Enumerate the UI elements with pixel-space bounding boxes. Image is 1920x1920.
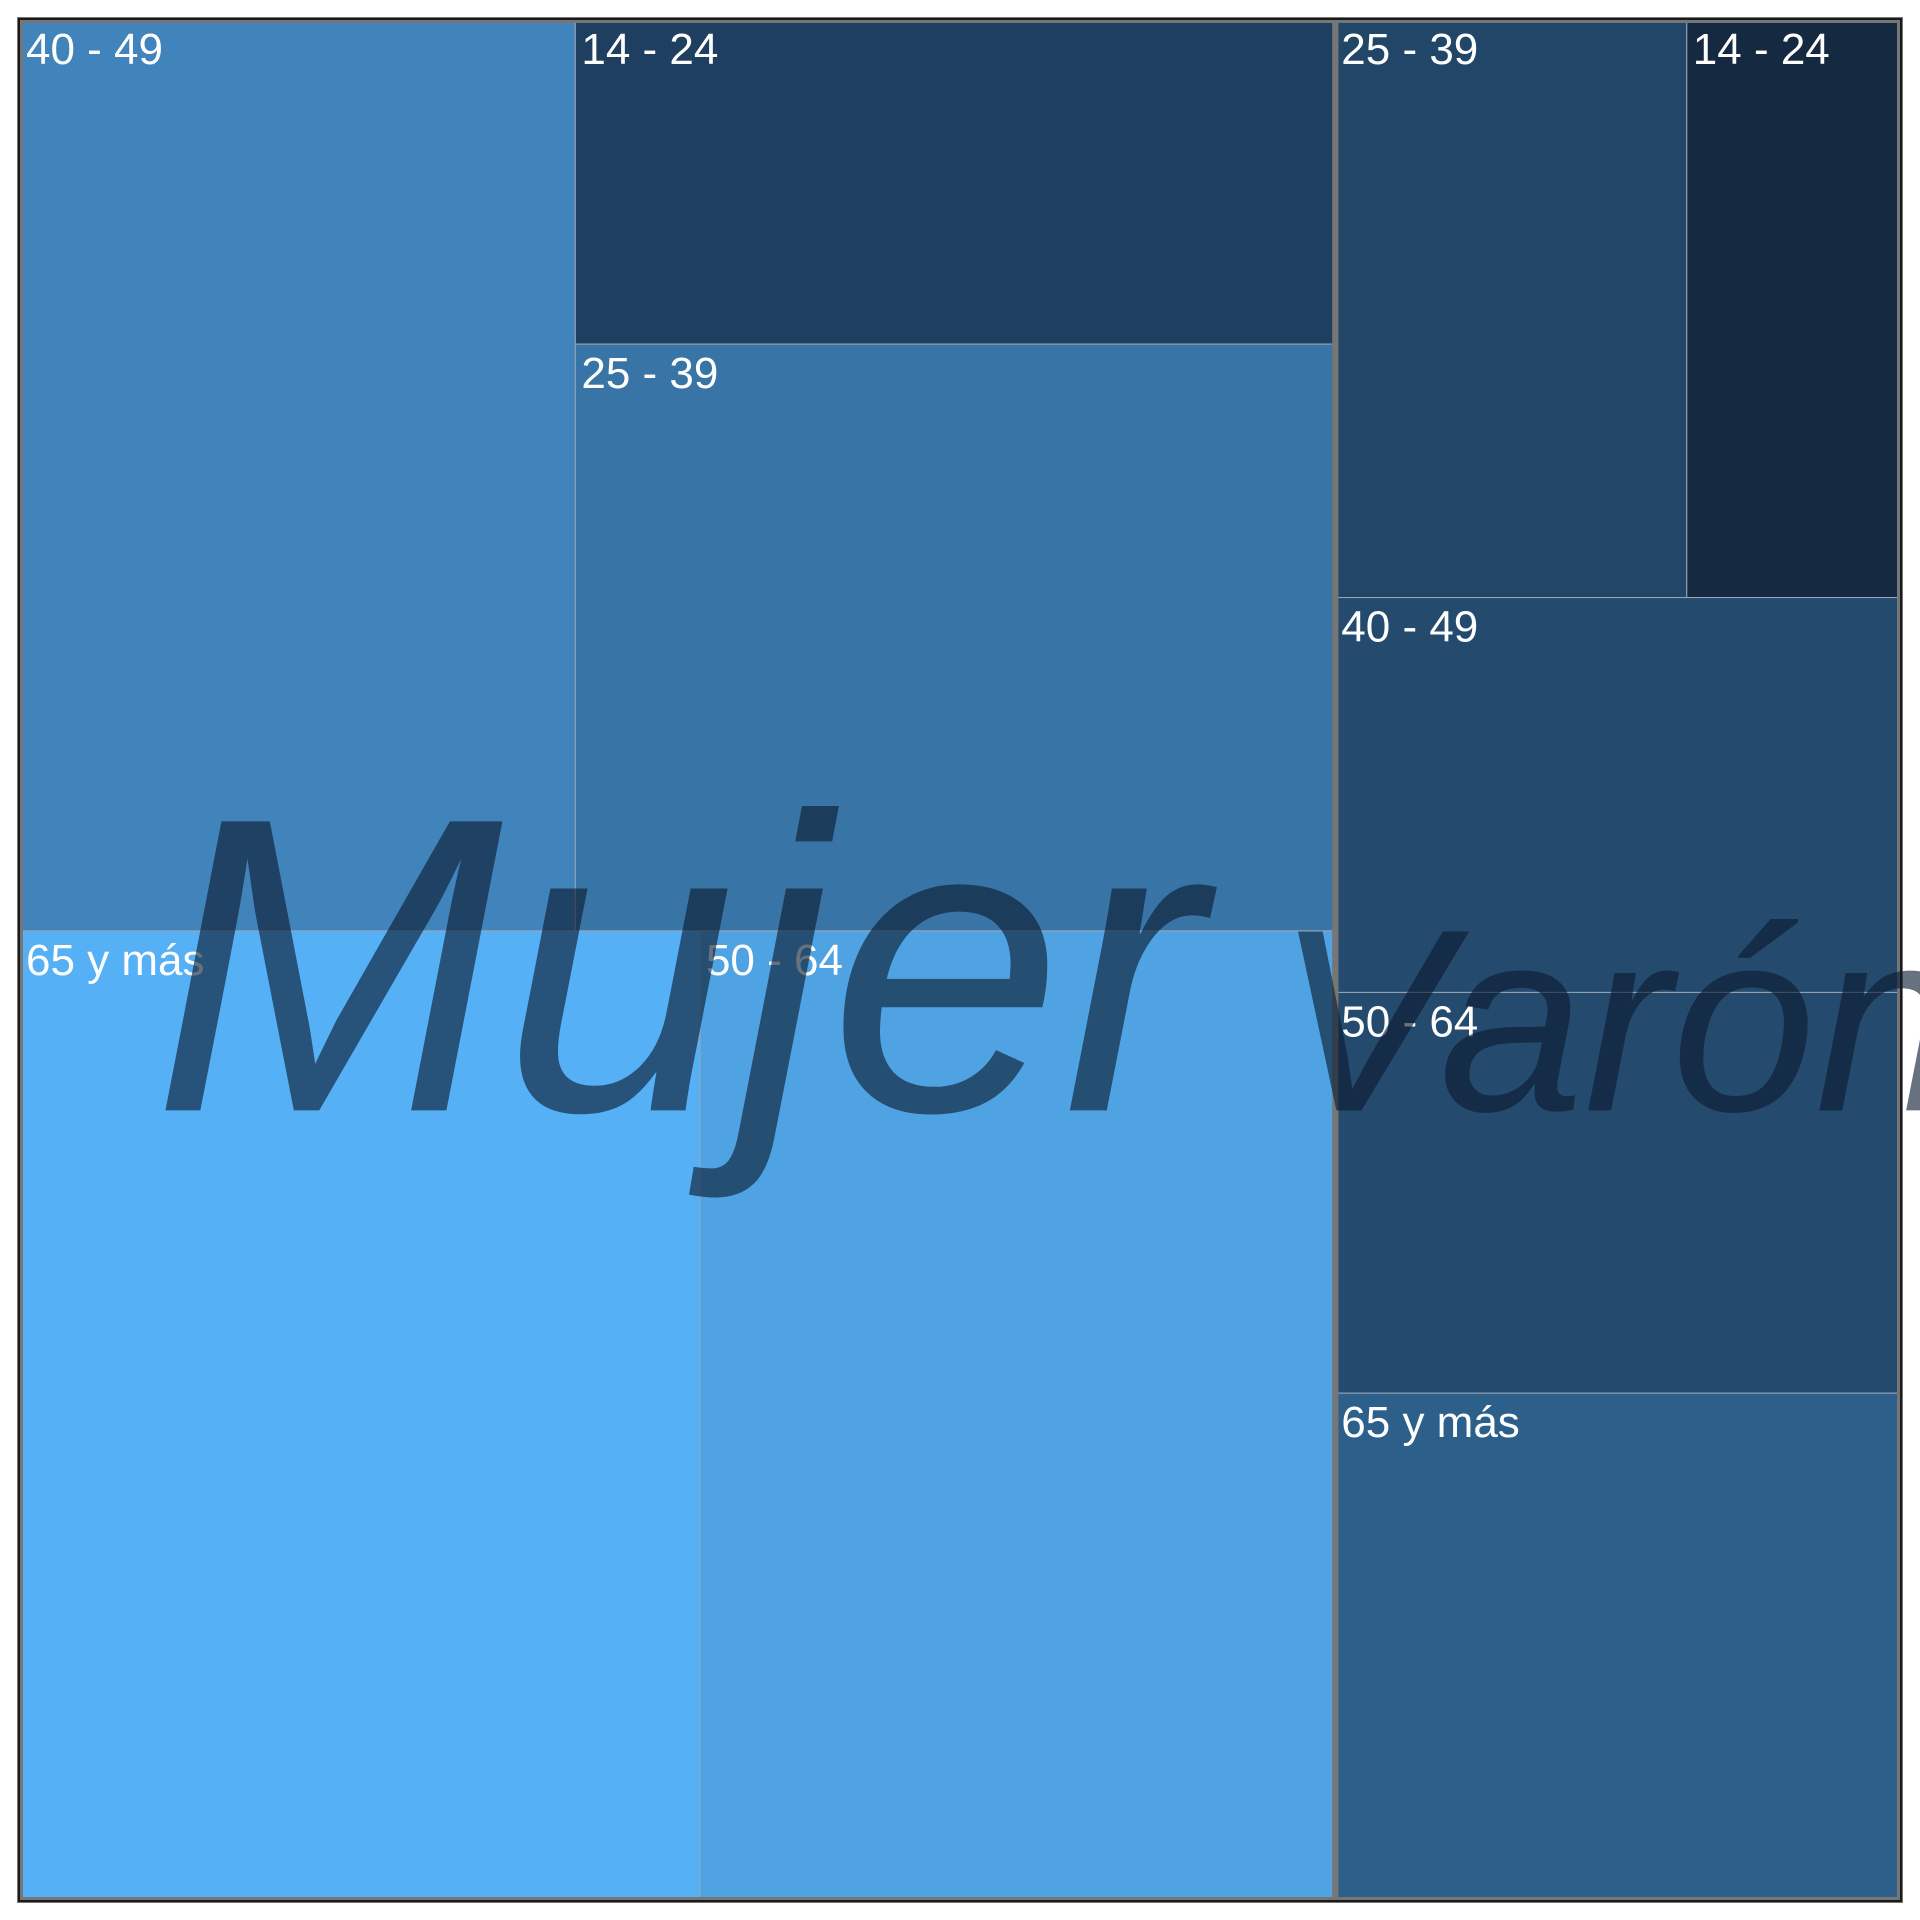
treemap-cell-mujer-65-y-mas [19, 930, 701, 1901]
treemap-cell-mujer-40-49 [19, 19, 576, 932]
treemap-cells [19, 19, 1901, 1901]
cell-label-varon-25-39: 25 - 39 [1341, 25, 1478, 74]
cell-label-varon-40-49: 40 - 49 [1341, 603, 1478, 652]
treemap-cell-varon-40-49 [1334, 597, 1901, 993]
cell-label-mujer-40-49: 40 - 49 [26, 25, 163, 74]
treemap-group-labels: Mujer Varón [153, 731, 1920, 1202]
cell-label-varon-65-y-mas: 65 y más [1341, 1398, 1520, 1447]
group-label-mujer: Mujer [153, 731, 1221, 1202]
cell-label-mujer-25-39: 25 - 39 [581, 349, 718, 398]
plot-frame [18, 18, 1902, 1902]
treemap-cell-varon-14-24 [1686, 19, 1901, 599]
cell-label-mujer-65-y-mas: 65 y más [26, 936, 205, 985]
treemap-cell-labels: 40 - 49 14 - 24 25 - 39 65 y más 50 - 64 25 -… [26, 25, 1830, 1447]
cell-label-mujer-50-64: 50 - 64 [706, 936, 843, 985]
treemap-cell-mujer-14-24 [574, 19, 1336, 345]
treemap-borders [17, 17, 1903, 1903]
treemap-cell-mujer-25-39 [574, 343, 1336, 932]
cell-label-mujer-14-24: 14 - 24 [581, 25, 718, 74]
treemap-cell-varon-65-y-mas [1334, 1392, 1901, 1901]
cell-label-varon-50-64: 50 - 64 [1341, 997, 1478, 1046]
treemap-cell-mujer-50-64 [699, 930, 1336, 1901]
cell-label-varon-14-24: 14 - 24 [1693, 25, 1830, 74]
group-label-varon: Varón [1276, 876, 1920, 1166]
treemap-cell-varon-25-39 [1334, 19, 1688, 599]
